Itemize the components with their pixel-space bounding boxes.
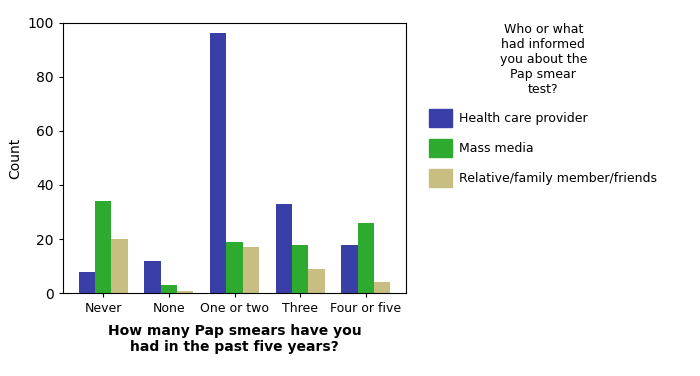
Bar <box>78 271 95 293</box>
Bar <box>111 239 128 293</box>
Bar <box>226 242 243 293</box>
Bar <box>210 33 226 293</box>
Y-axis label: Count: Count <box>8 137 22 179</box>
Bar <box>160 285 177 293</box>
Bar <box>144 261 160 293</box>
X-axis label: How many Pap smears have you
had in the past five years?: How many Pap smears have you had in the … <box>108 324 361 354</box>
Legend: Health care provider, Mass media, Relative/family member/friends: Health care provider, Mass media, Relati… <box>429 23 657 187</box>
Bar <box>292 244 309 293</box>
Bar <box>177 291 193 293</box>
Bar <box>243 247 259 293</box>
Bar <box>276 204 292 293</box>
Bar <box>341 244 358 293</box>
Bar <box>374 282 391 293</box>
Bar <box>95 201 111 293</box>
Bar <box>309 269 325 293</box>
Bar <box>358 223 374 293</box>
